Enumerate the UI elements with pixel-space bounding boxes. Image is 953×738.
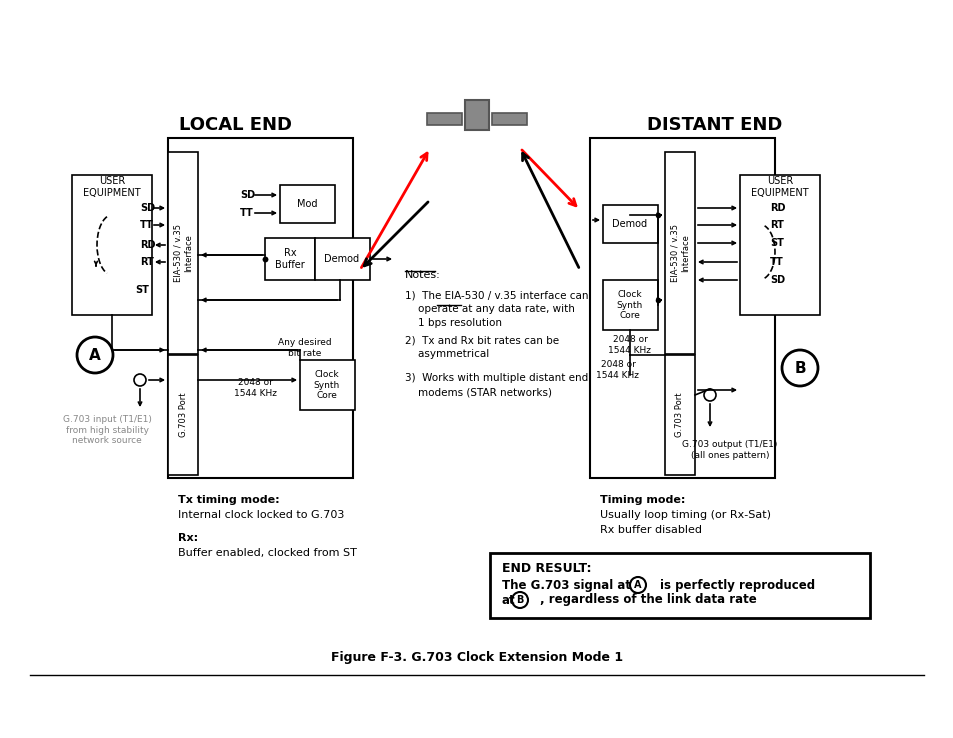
Text: Figure F-3. G.703 Clock Extension Mode 1: Figure F-3. G.703 Clock Extension Mode 1 [331, 650, 622, 663]
Text: RT: RT [769, 220, 783, 230]
FancyBboxPatch shape [464, 100, 489, 130]
FancyBboxPatch shape [602, 205, 658, 243]
Text: Demod: Demod [612, 219, 647, 229]
FancyBboxPatch shape [602, 280, 658, 330]
Text: B: B [516, 595, 523, 605]
FancyBboxPatch shape [168, 152, 198, 354]
FancyBboxPatch shape [168, 138, 353, 478]
Text: 2)  Tx and Rx bit rates can be: 2) Tx and Rx bit rates can be [405, 335, 558, 345]
Text: is perfectly reproduced: is perfectly reproduced [659, 579, 814, 591]
Text: END RESULT:: END RESULT: [501, 562, 591, 574]
Text: 3)  Works with multiple distant end: 3) Works with multiple distant end [405, 373, 588, 383]
Text: SD: SD [140, 203, 155, 213]
Text: ST: ST [769, 238, 783, 248]
Text: Rx:: Rx: [178, 533, 198, 543]
Text: G.703 Port: G.703 Port [675, 393, 684, 437]
Text: Rx
Buffer: Rx Buffer [274, 248, 305, 270]
Text: RD: RD [769, 203, 784, 213]
Text: TT: TT [140, 220, 153, 230]
Text: G.703 input (T1/E1)
from high stability
network source: G.703 input (T1/E1) from high stability … [63, 415, 152, 445]
Text: Clock
Synth
Core: Clock Synth Core [314, 370, 340, 400]
Text: TT: TT [769, 257, 783, 267]
Text: operate at any data rate, with: operate at any data rate, with [405, 304, 575, 314]
Text: G.703 output (T1/E1)
(all ones pattern): G.703 output (T1/E1) (all ones pattern) [681, 441, 777, 460]
Text: The G.703 signal at: The G.703 signal at [501, 579, 630, 591]
Text: at: at [501, 593, 515, 607]
Text: Tx timing mode:: Tx timing mode: [178, 495, 279, 505]
FancyBboxPatch shape [71, 175, 152, 315]
FancyBboxPatch shape [589, 138, 774, 478]
Text: Clock
Synth
Core: Clock Synth Core [617, 290, 642, 320]
Text: Internal clock locked to G.703: Internal clock locked to G.703 [178, 510, 344, 520]
FancyBboxPatch shape [490, 553, 869, 618]
Text: 2048 or
1544 KHz: 2048 or 1544 KHz [233, 379, 276, 398]
Text: Rx buffer disabled: Rx buffer disabled [599, 525, 701, 535]
FancyBboxPatch shape [427, 113, 461, 125]
Text: 2048 or
1544 KHz: 2048 or 1544 KHz [596, 360, 639, 379]
Text: Usually loop timing (or Rx-Sat): Usually loop timing (or Rx-Sat) [599, 510, 770, 520]
Text: 1 bps resolution: 1 bps resolution [405, 318, 501, 328]
Text: EIA-530 / v.35
Interface: EIA-530 / v.35 Interface [670, 224, 689, 282]
Text: DISTANT END: DISTANT END [647, 116, 781, 134]
Text: USER
EQUIPMENT: USER EQUIPMENT [83, 176, 141, 198]
Text: A: A [634, 580, 641, 590]
FancyBboxPatch shape [492, 113, 526, 125]
FancyBboxPatch shape [314, 238, 370, 280]
Text: A: A [89, 348, 101, 362]
Text: USER
EQUIPMENT: USER EQUIPMENT [750, 176, 808, 198]
FancyBboxPatch shape [299, 360, 355, 410]
Text: Demod: Demod [324, 254, 359, 264]
Text: asymmetrical: asymmetrical [405, 349, 489, 359]
Text: Mod: Mod [296, 199, 317, 209]
FancyBboxPatch shape [740, 175, 820, 315]
Text: TT: TT [240, 208, 253, 218]
Text: B: B [793, 360, 805, 376]
Text: RT: RT [140, 257, 153, 267]
FancyBboxPatch shape [664, 355, 695, 475]
Text: SD: SD [769, 275, 784, 285]
Text: RD: RD [140, 240, 155, 250]
Text: , regardless of the link data rate: , regardless of the link data rate [539, 593, 756, 607]
Text: 1)  The EIA-530 / v.35 interface can: 1) The EIA-530 / v.35 interface can [405, 290, 588, 300]
Text: G.703 Port: G.703 Port [178, 393, 188, 437]
Text: LOCAL END: LOCAL END [178, 116, 292, 134]
Text: SD: SD [240, 190, 254, 200]
Text: Buffer enabled, clocked from ST: Buffer enabled, clocked from ST [178, 548, 356, 558]
FancyBboxPatch shape [664, 152, 695, 354]
Text: ST: ST [135, 285, 149, 295]
Text: 2048 or
1544 KHz: 2048 or 1544 KHz [608, 335, 651, 355]
FancyBboxPatch shape [265, 238, 314, 280]
Text: EIA-530 / v.35
Interface: EIA-530 / v.35 Interface [173, 224, 193, 282]
Text: Timing mode:: Timing mode: [599, 495, 684, 505]
FancyBboxPatch shape [280, 185, 335, 223]
Text: Any desired
bit rate: Any desired bit rate [278, 338, 332, 358]
FancyBboxPatch shape [168, 355, 198, 475]
Text: modems (STAR networks): modems (STAR networks) [405, 387, 552, 397]
Text: Notes:: Notes: [405, 270, 440, 280]
